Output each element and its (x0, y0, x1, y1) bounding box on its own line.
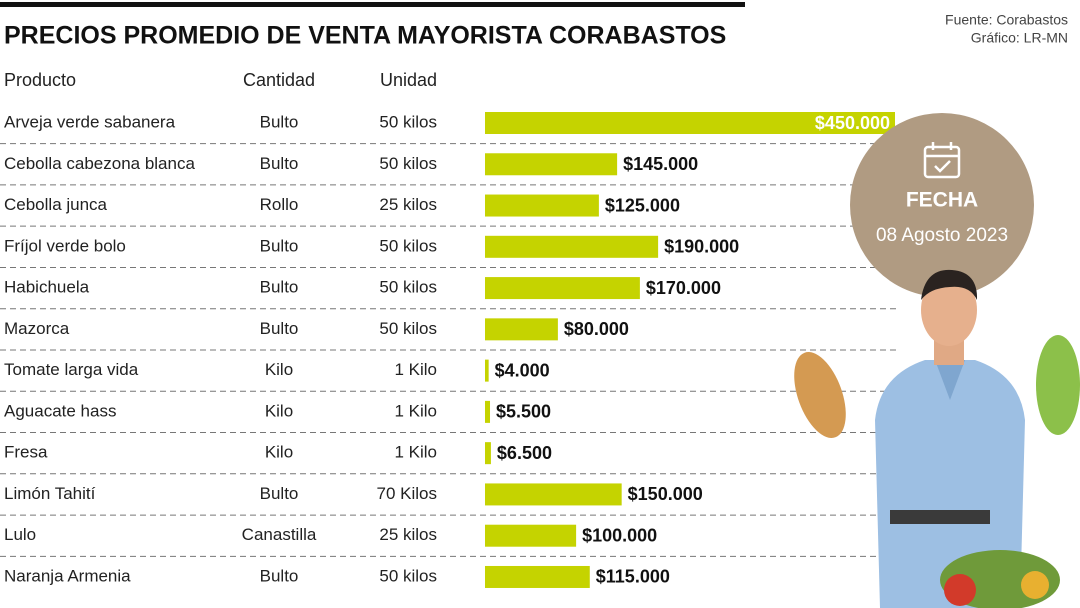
source: Fuente: Corabastos (945, 12, 1068, 28)
column-header: Producto (4, 70, 76, 90)
unit: 50 kilos (379, 236, 437, 255)
bar (485, 524, 577, 547)
value-label: $80.000 (564, 319, 629, 339)
calendar-icon (923, 142, 961, 179)
unit: 50 kilos (379, 566, 437, 585)
bar (485, 442, 491, 465)
quantity: Bulto (260, 566, 299, 585)
quantity: Bulto (260, 319, 299, 338)
unit: 25 kilos (379, 525, 437, 544)
quantity: Bulto (260, 236, 299, 255)
quantity: Rollo (260, 195, 299, 214)
bar (485, 359, 489, 382)
unit: 50 kilos (379, 278, 437, 297)
quantity: Bulto (260, 484, 299, 503)
value-label: $115.000 (596, 567, 670, 587)
column-header: Unidad (380, 70, 437, 90)
bar (485, 277, 640, 300)
bar (485, 235, 659, 258)
badge-circle (850, 113, 1034, 297)
unit: 1 Kilo (394, 401, 437, 420)
bar (485, 400, 491, 423)
value-label: $6.500 (497, 443, 552, 463)
bar (485, 112, 895, 134)
product-name: Arveja verde sabanera (4, 112, 176, 131)
unit: 25 kilos (379, 195, 437, 214)
credit: Gráfico: LR-MN (971, 30, 1068, 46)
quantity: Canastilla (242, 525, 317, 544)
value-label: $170.000 (646, 278, 721, 298)
value-label: $190.000 (664, 237, 739, 257)
product-name: Cebolla junca (4, 195, 108, 214)
value-label: $145.000 (623, 154, 698, 174)
unit: 1 Kilo (394, 360, 437, 379)
unit: 1 Kilo (394, 443, 437, 462)
column-header: Cantidad (243, 70, 315, 90)
unit: 50 kilos (379, 319, 437, 338)
bar (485, 194, 599, 217)
product-name: Aguacate hass (4, 401, 116, 420)
quantity: Bulto (260, 154, 299, 173)
product-name: Fresa (4, 443, 48, 462)
person-illustration (794, 269, 1080, 608)
product-name: Naranja Armenia (4, 566, 131, 585)
bar (485, 483, 622, 506)
product-name: Fríjol verde bolo (4, 236, 126, 255)
product-name: Limón Tahití (4, 484, 96, 503)
quantity: Bulto (260, 278, 299, 297)
bar (485, 565, 590, 588)
value-label: $5.500 (496, 402, 551, 422)
quantity: Bulto (260, 112, 299, 131)
quantity: Kilo (265, 401, 293, 420)
product-name: Mazorca (4, 319, 70, 338)
unit: 50 kilos (379, 112, 437, 131)
quantity: Kilo (265, 360, 293, 379)
badge-date: 08 Agosto 2023 (876, 225, 1008, 246)
unit: 50 kilos (379, 154, 437, 173)
value-label: $125.000 (605, 195, 680, 215)
value-label: $150.000 (628, 484, 703, 504)
value-label: $4.000 (495, 360, 550, 380)
value-label: $100.000 (582, 525, 657, 545)
bar (485, 153, 618, 176)
bar (485, 318, 558, 341)
product-name: Lulo (4, 525, 36, 544)
date-badge: FECHA 08 Agosto 2023 (850, 113, 1034, 297)
product-name: Cebolla cabezona blanca (4, 154, 195, 173)
value-label: $450.000 (815, 113, 890, 133)
product-name: Habichuela (4, 278, 90, 297)
top-rule (0, 2, 745, 7)
quantity: Kilo (265, 443, 293, 462)
chart-title: PRECIOS PROMEDIO DE VENTA MAYORISTA CORA… (4, 22, 726, 50)
unit: 70 Kilos (377, 484, 437, 503)
product-name: Tomate larga vida (4, 360, 139, 379)
badge-label: FECHA (906, 189, 978, 212)
